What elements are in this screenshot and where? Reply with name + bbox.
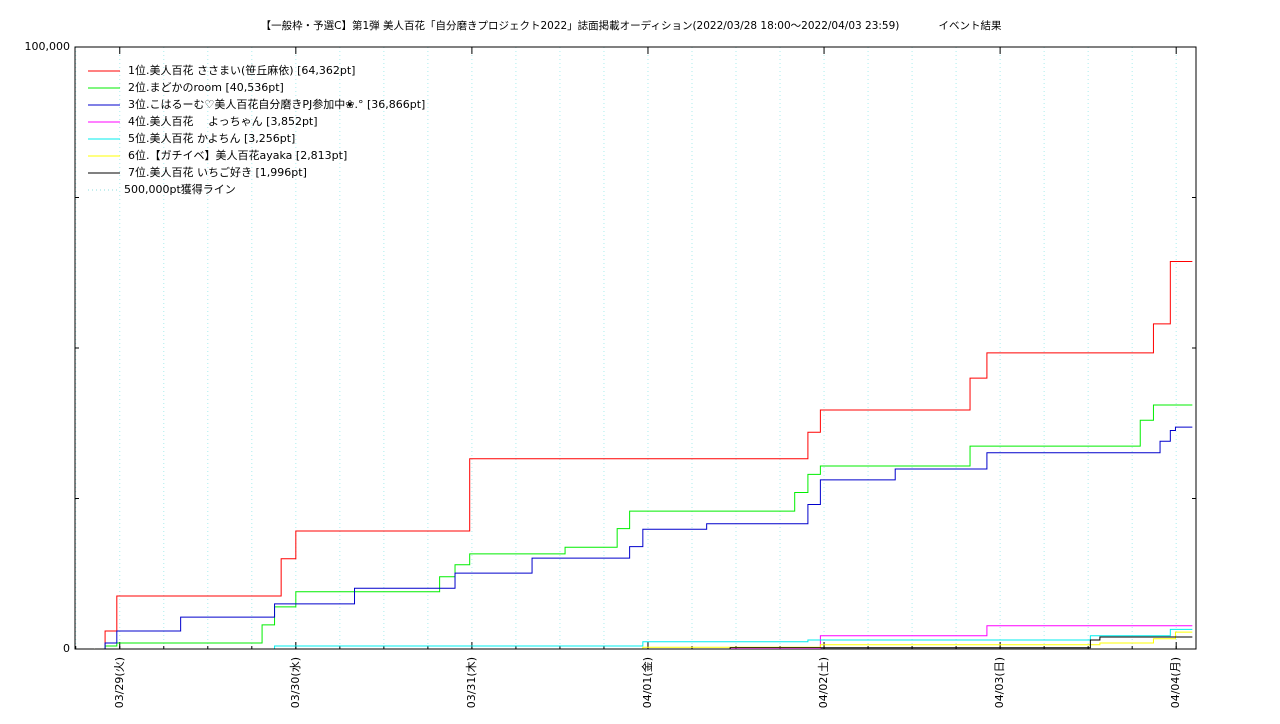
series-line bbox=[94, 625, 1193, 649]
x-tick-label: 04/01(金) bbox=[640, 657, 654, 708]
x-tick-label: 04/03(日) bbox=[993, 657, 1006, 708]
x-tick-label: 03/30(水) bbox=[289, 657, 302, 708]
y-tick-label: 100,000 bbox=[25, 40, 71, 53]
series-line bbox=[94, 631, 1193, 649]
legend-label: 3位.こはるーむ♡美人百花自分磨きPJ参加中❀.° [36,866pt] bbox=[128, 97, 425, 111]
series-line bbox=[94, 404, 1193, 649]
series-line bbox=[94, 636, 1193, 649]
legend-label: 6位.【ガチイベ】美人百花ayaka [2,813pt] bbox=[128, 148, 347, 162]
series-line bbox=[94, 261, 1193, 649]
legend-label: 4位.美人百花 よっちゃん [3,852pt] bbox=[128, 114, 318, 128]
series-line bbox=[94, 426, 1193, 649]
chart-subtitle: イベント結果 bbox=[939, 19, 1002, 32]
x-tick-label: 03/31(木) bbox=[465, 657, 478, 708]
x-tick-label: 04/02(土) bbox=[817, 657, 830, 708]
legend-label: 1位.美人百花 ささまい(笹丘麻依) [64,362pt] bbox=[128, 63, 355, 77]
x-tick-label: 03/29(火) bbox=[113, 657, 126, 708]
chart-title: 【一般枠・予選C】第1弾 美人百花「自分磨きプロジェクト2022」誌面掲載オーデ… bbox=[261, 19, 900, 32]
legend-label: 2位.まどかのroom [40,536pt] bbox=[128, 80, 284, 94]
legend-label: 5位.美人百花 かよちん [3,256pt] bbox=[128, 131, 295, 145]
x-tick-label: 04/04(月) bbox=[1169, 657, 1182, 708]
legend-label: 7位.美人百花 いちご好き [1,996pt] bbox=[128, 165, 307, 179]
series-line bbox=[94, 628, 1193, 649]
legend-label: 500,000pt獲得ライン bbox=[124, 183, 236, 196]
plot-lines bbox=[94, 261, 1193, 649]
y-tick-label: 0 bbox=[63, 642, 70, 655]
